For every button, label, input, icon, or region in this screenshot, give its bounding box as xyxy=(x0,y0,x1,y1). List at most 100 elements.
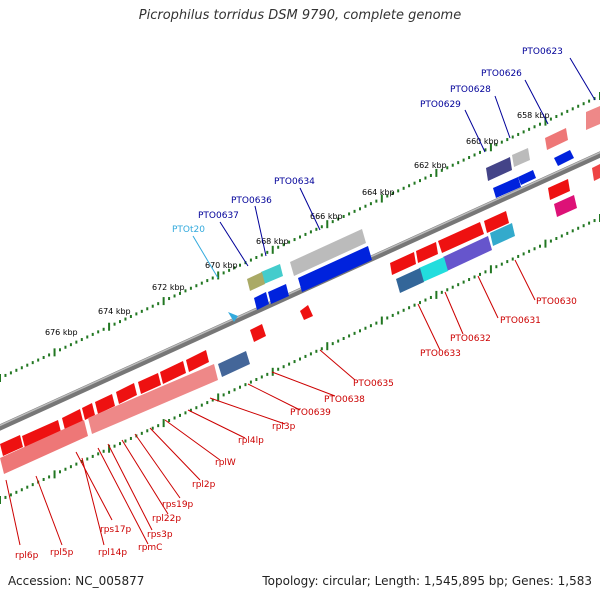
minor-tick xyxy=(560,234,563,238)
gene-blue-5[interactable] xyxy=(254,292,269,310)
gene-lower-red-e[interactable] xyxy=(138,373,161,394)
gene-label[interactable]: PTO0635 xyxy=(353,379,394,389)
gene-upper-red-b[interactable] xyxy=(416,242,438,263)
gene-label[interactable]: rpl14p xyxy=(98,548,127,558)
gene-label[interactable]: PTO0626 xyxy=(481,69,522,79)
gene-pto0631[interactable] xyxy=(443,236,492,271)
gene-lower-red-d[interactable] xyxy=(160,361,186,384)
gene-label[interactable]: rps17p xyxy=(100,525,132,535)
trna-marker[interactable] xyxy=(228,312,238,322)
gene-label[interactable]: PTO0637 xyxy=(198,211,239,221)
minor-tick xyxy=(451,285,454,289)
minor-tick xyxy=(86,457,89,461)
gene-upper-red-c[interactable] xyxy=(438,222,484,253)
scale-label: 660 kbp xyxy=(466,137,499,146)
gene-lower-red-j[interactable] xyxy=(22,420,61,448)
gene-label[interactable]: PTO0630 xyxy=(536,297,577,307)
lower-strand-genes xyxy=(0,223,515,474)
minor-tick xyxy=(91,332,94,336)
gene-lower-red-f[interactable] xyxy=(116,383,137,404)
gene-label[interactable]: rplW xyxy=(215,458,236,468)
gene-blue-3[interactable] xyxy=(518,170,536,185)
minor-tick xyxy=(473,153,476,157)
gene-label[interactable]: rpl4lp xyxy=(238,436,264,446)
major-tick xyxy=(271,245,274,254)
gene-lower-red-i[interactable] xyxy=(62,409,83,430)
scale-label: 666 kbp xyxy=(310,212,343,221)
gene-label[interactable]: PTO0634 xyxy=(274,177,315,187)
gene-label[interactable]: PTO0633 xyxy=(420,349,461,359)
gene-label[interactable]: rpl2p xyxy=(192,480,216,490)
gene-lower-red-c[interactable] xyxy=(186,350,209,372)
minor-tick xyxy=(364,326,367,330)
minor-tick xyxy=(75,340,78,344)
minor-tick xyxy=(375,321,378,325)
gene-label[interactable]: PTO0631 xyxy=(500,316,541,326)
minor-tick xyxy=(413,181,416,185)
gene-lower-red-g[interactable] xyxy=(95,394,115,414)
gene-label[interactable]: rpl6p xyxy=(15,551,39,561)
scale-label: 674 kbp xyxy=(98,307,131,316)
gene-label[interactable]: PTO0623 xyxy=(522,47,563,57)
gene-upper-red-f[interactable] xyxy=(592,164,600,181)
gene-upper-red-d[interactable] xyxy=(484,211,509,233)
minor-tick xyxy=(315,227,318,231)
gene-pto0629[interactable] xyxy=(486,157,512,181)
gene-label[interactable]: PTO0629 xyxy=(420,100,461,110)
gene-label[interactable]: PTO0638 xyxy=(324,395,365,405)
gene-lower-red-h[interactable] xyxy=(82,403,95,420)
minor-tick xyxy=(446,166,449,170)
minor-tick xyxy=(375,199,378,203)
gene-blue-1[interactable] xyxy=(554,150,574,166)
gene-label[interactable]: rpl3p xyxy=(272,422,296,432)
minor-tick xyxy=(517,132,520,136)
gene-blue-6[interactable] xyxy=(268,284,289,304)
gene-pto0636[interactable] xyxy=(261,264,283,284)
gene-lower-red-k[interactable] xyxy=(0,435,23,456)
gene-label[interactable]: rps19p xyxy=(162,500,194,510)
gene-label[interactable]: PTO0632 xyxy=(450,334,491,344)
gene-pto0637[interactable] xyxy=(247,272,265,291)
gene-pto0628[interactable] xyxy=(512,148,530,167)
gene-label[interactable]: rpmC xyxy=(138,543,162,553)
gene-lower-red-b[interactable] xyxy=(300,305,313,320)
gene-label[interactable]: PTO0628 xyxy=(450,85,491,95)
minor-tick xyxy=(549,239,552,243)
minor-tick xyxy=(31,483,34,487)
minor-tick xyxy=(4,373,7,377)
gene-label[interactable]: rps3p xyxy=(147,530,173,540)
gene-lower-pink-a[interactable] xyxy=(88,364,218,434)
scale-label: 670 kbp xyxy=(205,261,238,270)
minor-tick xyxy=(419,179,421,183)
gene-pto0633[interactable] xyxy=(396,268,424,293)
gene-pto0626[interactable] xyxy=(545,128,568,150)
minor-tick xyxy=(173,416,176,420)
major-tick xyxy=(544,239,547,248)
minor-tick xyxy=(577,104,580,108)
gene-lower-pink-b[interactable] xyxy=(0,420,88,474)
gene-label[interactable]: rpl5p xyxy=(50,548,74,558)
minor-tick xyxy=(468,156,471,160)
gene-label[interactable]: rpl22p xyxy=(152,514,181,524)
gene-blue-4[interactable] xyxy=(298,246,372,292)
gene-label[interactable]: PTOt20 xyxy=(172,225,205,235)
gene-lower-red-a[interactable] xyxy=(250,324,266,342)
gene-blue-2[interactable] xyxy=(493,177,521,198)
gene-upper-red-a[interactable] xyxy=(390,252,416,275)
scale-label: 672 kbp xyxy=(152,283,185,292)
minor-tick xyxy=(233,266,236,270)
gene-label[interactable]: PTO0636 xyxy=(231,196,272,206)
gene-label[interactable]: PTO0639 xyxy=(290,408,331,418)
minor-tick xyxy=(260,253,263,257)
minor-tick xyxy=(42,355,45,359)
gene-pto0623[interactable] xyxy=(586,106,600,130)
gene-pto0634[interactable] xyxy=(290,229,366,276)
gene-upper-red-e[interactable] xyxy=(548,179,570,200)
gene-pto0630[interactable] xyxy=(490,223,515,246)
gene-pto0632[interactable] xyxy=(419,257,448,282)
outer-scale-track xyxy=(0,92,600,382)
minor-tick xyxy=(97,452,100,456)
gene-upper-pink[interactable] xyxy=(554,195,577,217)
gene-pto0635[interactable] xyxy=(218,351,250,377)
minor-tick xyxy=(222,271,225,275)
